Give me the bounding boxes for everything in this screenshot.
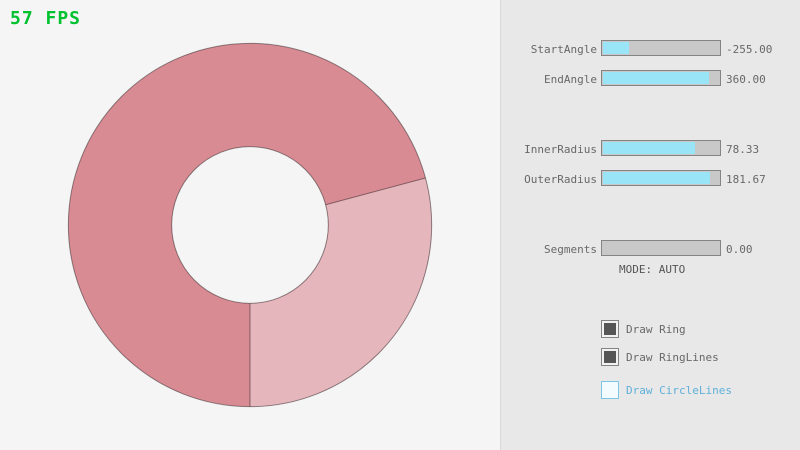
- end-angle-value: 360.00: [726, 73, 766, 86]
- segments-value: 0.00: [726, 243, 753, 256]
- start-angle-slider[interactable]: [601, 40, 721, 56]
- outer-radius-slider[interactable]: [601, 170, 721, 186]
- ring-edge-line-end: [325, 177, 426, 206]
- inner-radius-row: InnerRadius 78.33: [501, 140, 800, 156]
- checkmark-icon: [604, 323, 616, 335]
- draw-circlelines-label: Draw CircleLines: [626, 384, 732, 397]
- outer-radius-row: OuterRadius 181.67: [501, 170, 800, 186]
- segments-slider[interactable]: [601, 240, 721, 256]
- end-angle-slider[interactable]: [601, 70, 721, 86]
- checkmark-icon: [604, 351, 616, 363]
- inner-radius-value: 78.33: [726, 143, 760, 156]
- end-angle-slider-fill: [603, 72, 710, 84]
- draw-ring-label: Draw Ring: [626, 323, 686, 336]
- outer-radius-label: OuterRadius: [524, 173, 597, 186]
- start-angle-label: StartAngle: [530, 43, 597, 56]
- controls-panel: StartAngle -255.00 EndAngle 360.00 Inner…: [500, 0, 800, 450]
- draw-ring-checkbox[interactable]: [601, 320, 619, 338]
- ring-inner-outline: [171, 146, 329, 304]
- inner-radius-slider[interactable]: [601, 140, 721, 156]
- fps-counter: 57 FPS: [10, 8, 82, 29]
- outer-radius-value: 181.67: [726, 173, 766, 186]
- ring-fill-light-sector: [250, 177, 432, 407]
- start-angle-value: -255.00: [726, 43, 773, 56]
- draw-circlelines-checkbox[interactable]: [601, 381, 619, 399]
- start-angle-slider-fill: [603, 42, 629, 54]
- draw-ringlines-checkbox[interactable]: [601, 348, 619, 366]
- end-angle-row: EndAngle 360.00: [501, 70, 800, 86]
- inner-radius-slider-fill: [603, 142, 696, 154]
- canvas-area: 57 FPS: [10, 8, 433, 408]
- ring-outer-outline: [67, 42, 433, 408]
- segments-label: Segments: [544, 243, 597, 256]
- ring-chart: [67, 42, 433, 408]
- segments-row: Segments 0.00: [501, 240, 800, 256]
- inner-radius-label: InnerRadius: [524, 143, 597, 156]
- draw-ringlines-label: Draw RingLines: [626, 351, 719, 364]
- mode-indicator: MODE: AUTO: [619, 263, 686, 276]
- end-angle-label: EndAngle: [544, 73, 597, 86]
- start-angle-row: StartAngle -255.00: [501, 40, 800, 56]
- outer-radius-slider-fill: [603, 172, 711, 184]
